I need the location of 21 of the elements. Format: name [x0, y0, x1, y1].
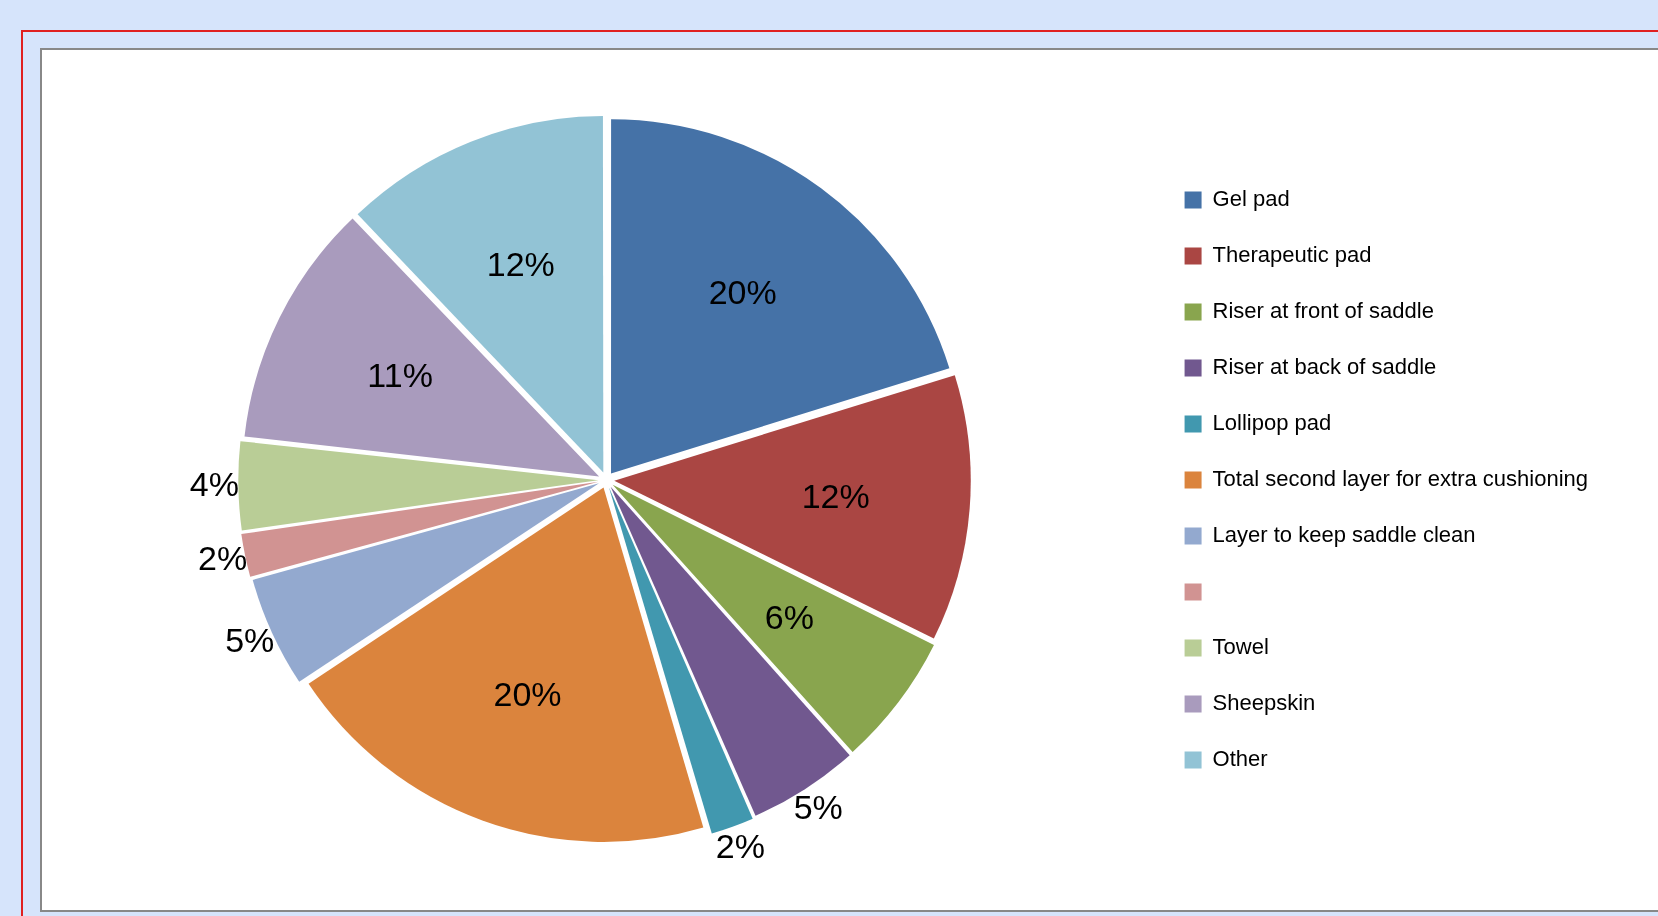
legend-label: Total second layer for extra cushioning — [1212, 466, 1589, 492]
data-label: 20% — [708, 273, 777, 312]
legend-label: Other — [1212, 746, 1268, 772]
legend-label: Lollipop pad — [1212, 410, 1332, 436]
data-label: 12% — [486, 244, 555, 283]
data-label: 2% — [715, 826, 765, 865]
legend-label: Therapeutic pad — [1212, 242, 1372, 268]
legend-label: Layer to keep saddle clean — [1212, 522, 1476, 548]
legend-label: Gel pad — [1212, 186, 1290, 212]
data-label: 12% — [801, 476, 870, 515]
data-label: 4% — [189, 464, 239, 503]
legend-label: Riser at back of saddle — [1212, 354, 1437, 380]
data-label: 11% — [367, 356, 433, 395]
legend-label: Sheepskin — [1212, 690, 1316, 716]
legend-label: Towel — [1212, 634, 1269, 660]
data-label: 6% — [764, 597, 814, 636]
data-label: 2% — [198, 538, 248, 577]
data-label: 20% — [493, 674, 562, 713]
data-label: 5% — [793, 788, 843, 827]
data-label: 5% — [225, 621, 275, 660]
legend-label: Riser at front of saddle — [1212, 298, 1434, 324]
